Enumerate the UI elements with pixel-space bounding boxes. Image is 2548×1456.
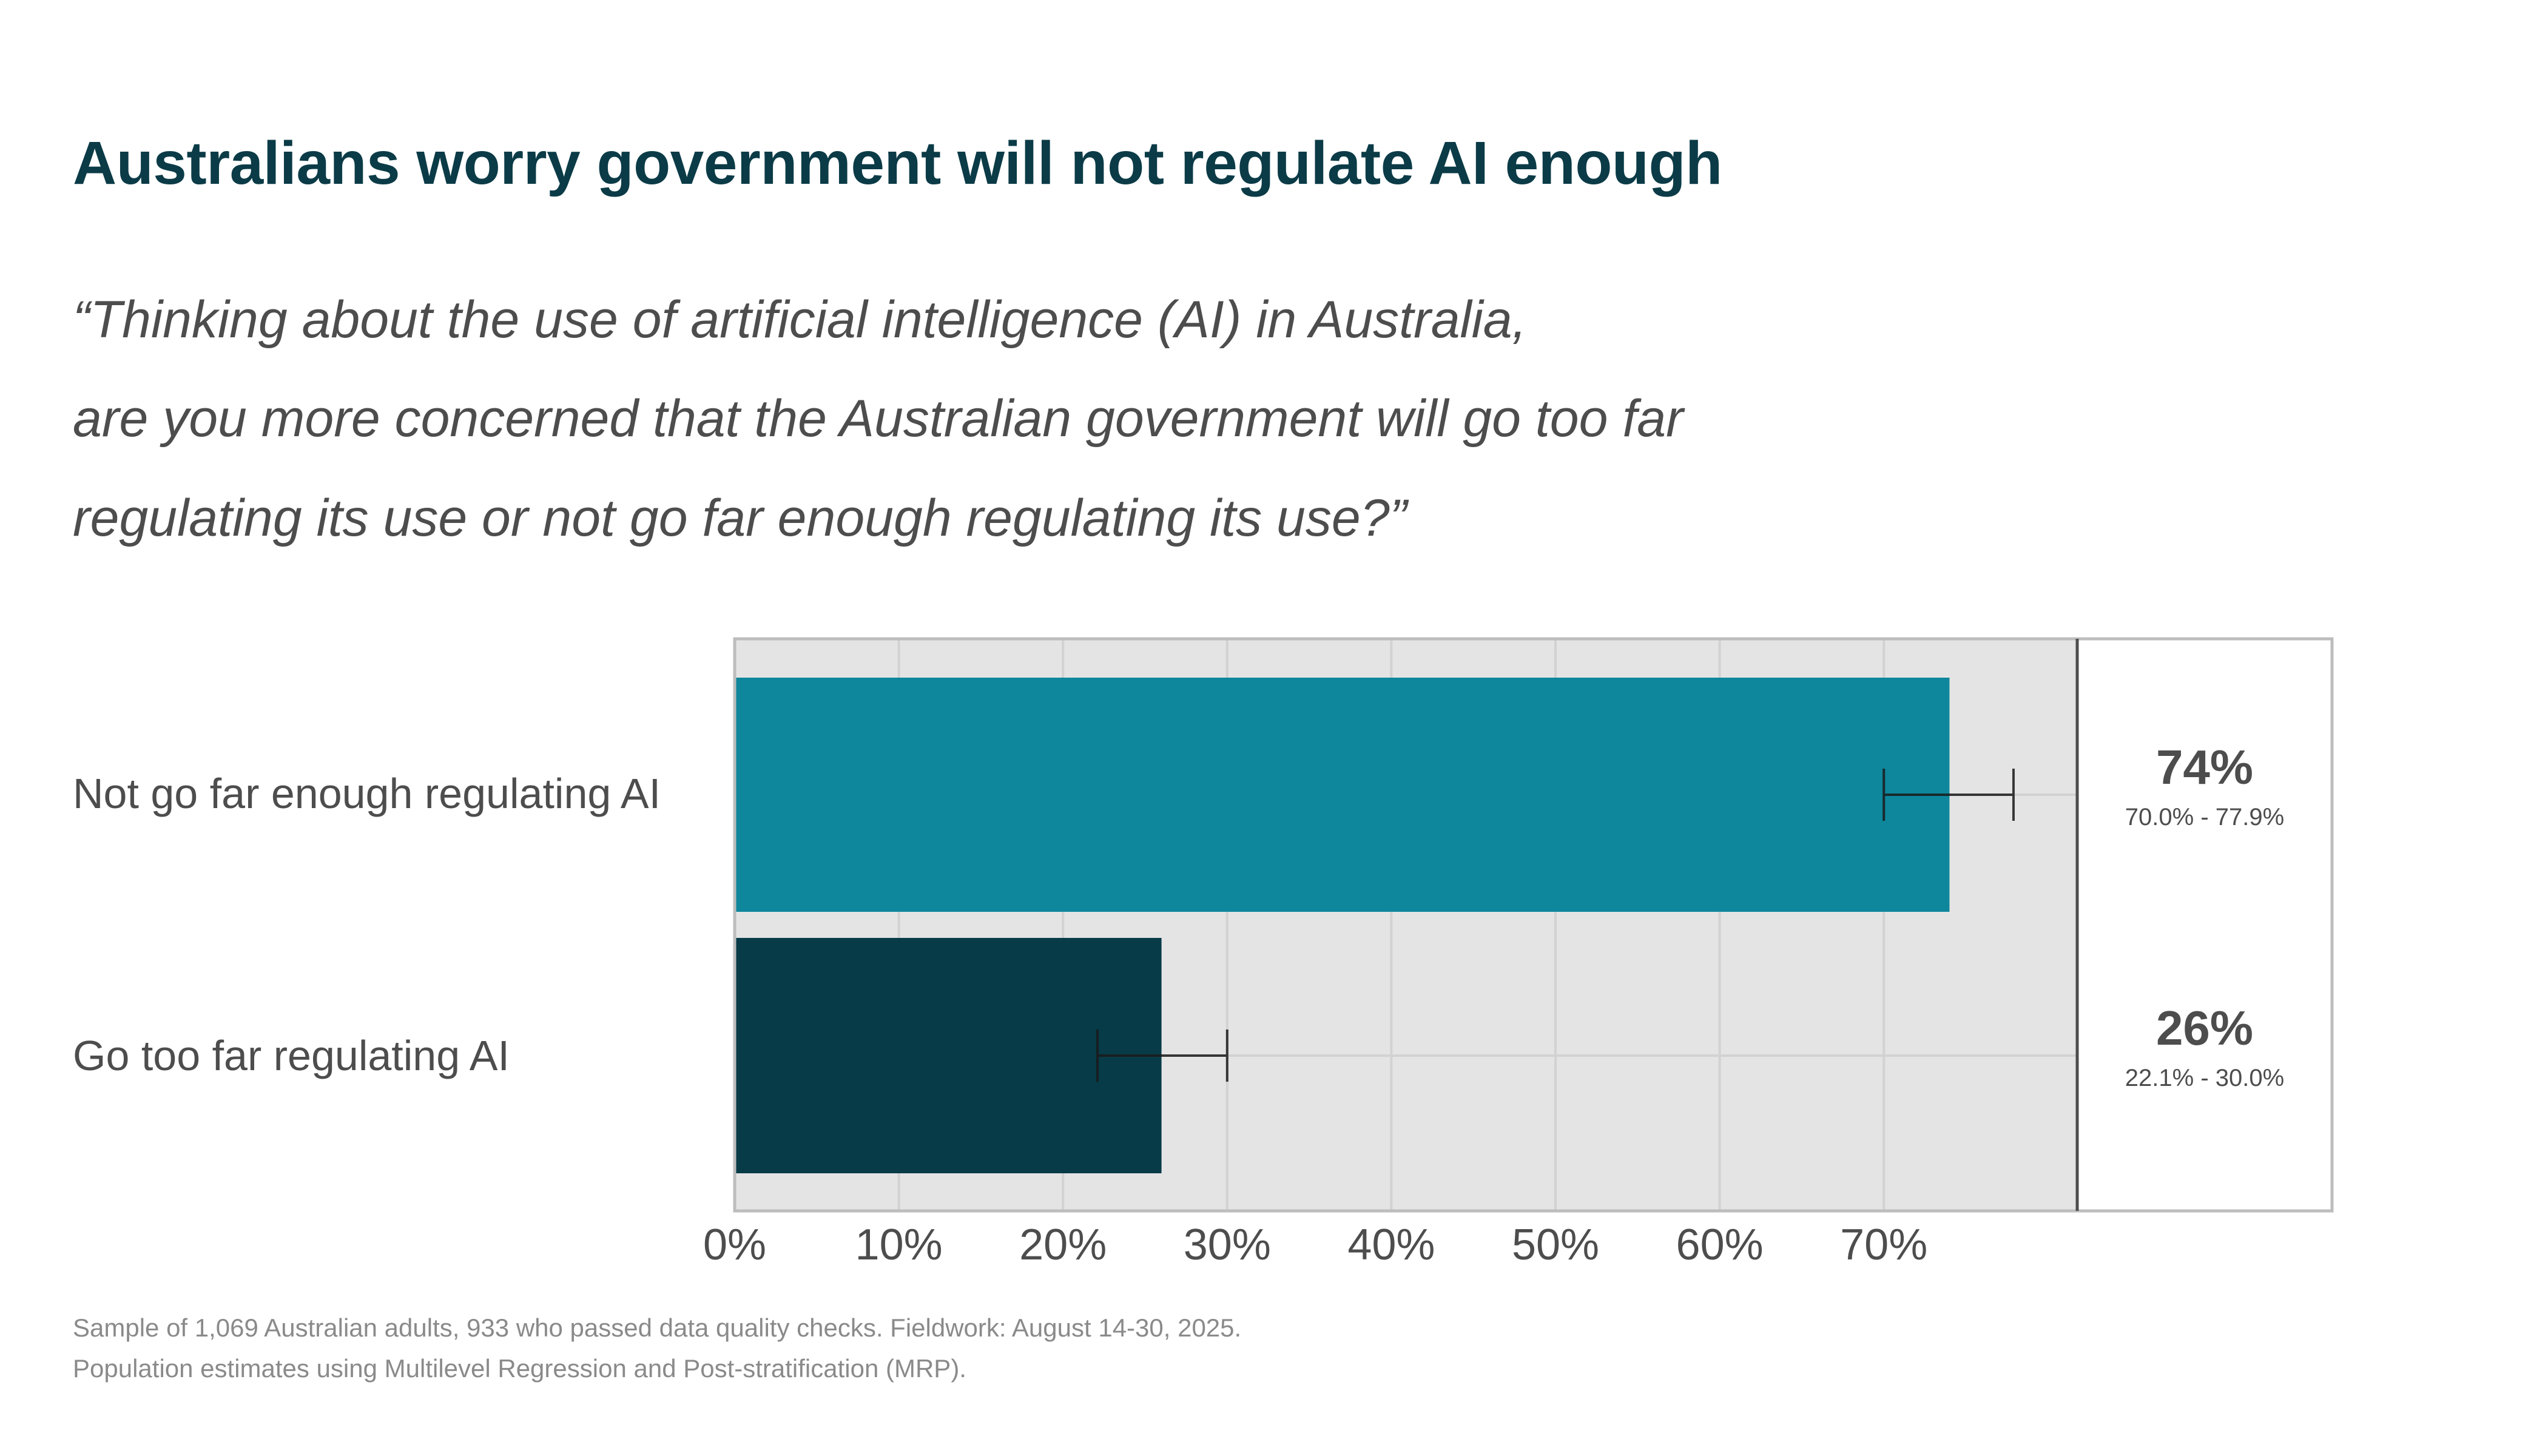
error-bars — [1096, 769, 2015, 1082]
bar-0 — [735, 678, 1950, 912]
ci-label-0: 70.0% - 77.9% — [2125, 804, 2284, 831]
x-tick-label: 10% — [855, 1221, 943, 1269]
x-tick-label: 0% — [703, 1221, 766, 1269]
x-tick-label: 50% — [1512, 1221, 1599, 1269]
category-label-too-far: Go too far regulating AI — [73, 1032, 510, 1079]
x-tick-label: 70% — [1840, 1221, 1927, 1269]
chart-title: Australians worry government will not re… — [73, 129, 1722, 197]
value-label-0: 74% — [2156, 740, 2253, 794]
error-bar-0 — [1882, 769, 2015, 821]
x-tick-label: 60% — [1676, 1221, 1764, 1269]
question-line-1: “Thinking about the use of artificial in… — [73, 291, 1527, 349]
value-panel — [2075, 637, 2334, 1213]
x-tick-label: 40% — [1347, 1221, 1435, 1269]
question-line-2: are you more concerned that the Australi… — [73, 389, 1684, 448]
value-label-1: 26% — [2156, 1001, 2253, 1055]
question-line-3: regulating its use or not go far enough … — [73, 489, 1407, 547]
category-label-not-far-enough: Not go far enough regulating AI — [73, 770, 661, 817]
x-tick-label: 30% — [1184, 1221, 1271, 1269]
x-tick-label: 20% — [1019, 1221, 1107, 1269]
ci-label-1: 22.1% - 30.0% — [2125, 1065, 2284, 1091]
footer-method-note: Population estimates using Multilevel Re… — [73, 1354, 966, 1383]
x-axis-ticks: 0% 10% 20% 30% 40% 50% 60% 70% — [703, 1221, 1927, 1269]
bar-1 — [735, 938, 1162, 1173]
bars — [735, 678, 1950, 1173]
error-bar-1 — [1096, 1030, 1228, 1082]
value-labels: 74% 70.0% - 77.9% 26% 22.1% - 30.0% — [2125, 740, 2284, 1091]
footer-sample-note: Sample of 1,069 Australian adults, 933 w… — [73, 1313, 1242, 1342]
